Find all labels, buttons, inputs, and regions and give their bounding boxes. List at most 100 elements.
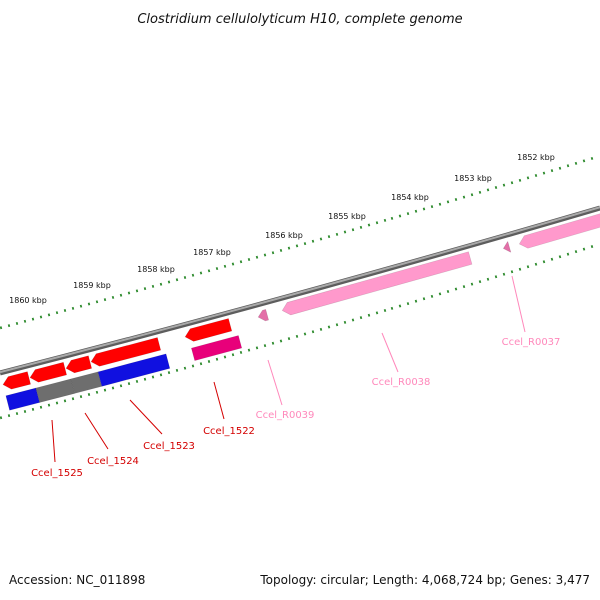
outer-tick (79, 304, 83, 308)
outer-tick (311, 239, 315, 243)
gene-label-ccel-r0037[interactable]: Ccel_R0037 (502, 337, 561, 348)
inner-tick (534, 262, 538, 266)
inner-tick (351, 318, 355, 322)
inner-tick (15, 412, 19, 416)
tick-label: 1852 kbp (517, 153, 555, 162)
inner-tick (191, 364, 195, 368)
outer-tick (47, 313, 51, 317)
inner-tick (31, 407, 35, 411)
outer-tick (103, 298, 107, 302)
rna-arrow-ccel-r0036 (518, 213, 600, 249)
backbone-highlight (0, 206, 600, 374)
outer-tick (55, 311, 59, 315)
outer-tick (343, 230, 347, 234)
outer-tick (486, 188, 490, 192)
gene-label-ccel-1525[interactable]: Ccel_1525 (31, 468, 83, 479)
leader-line-ccel-1524 (84, 412, 109, 450)
outer-tick (414, 209, 418, 213)
outer-tick (406, 212, 410, 216)
outer-tick (303, 242, 307, 246)
outer-tick (279, 248, 283, 252)
gene-label-ccel-r0039[interactable]: Ccel_R0039 (256, 410, 315, 421)
outer-tick (295, 244, 299, 248)
tick-label: 1856 kbp (265, 231, 303, 240)
outer-tick (135, 289, 139, 293)
gene-label-ccel-1523[interactable]: Ccel_1523 (143, 441, 195, 452)
inner-tick (295, 334, 299, 338)
inner-tick (327, 325, 331, 329)
map-title: Clostridium cellulolyticum H10, complete… (137, 12, 462, 27)
inner-tick (486, 277, 490, 281)
inner-tick (263, 344, 267, 348)
outer-tick (438, 202, 442, 206)
cds-arrow-ccel-1524 (65, 355, 93, 374)
inner-tick (223, 355, 227, 359)
inner-tick (127, 382, 131, 386)
inner-tick (135, 379, 139, 383)
tick-label: 1853 kbp (454, 174, 492, 183)
outer-tick (518, 178, 522, 182)
outer-tick (71, 306, 75, 310)
outer-tick (542, 171, 546, 175)
outer-tick (119, 293, 123, 297)
inner-tick (271, 341, 275, 345)
outer-tick (223, 264, 227, 268)
inner-tick (438, 292, 442, 296)
inner-tick (582, 247, 586, 251)
gene-label-ccel-1524[interactable]: Ccel_1524 (87, 456, 139, 467)
inner-tick (470, 282, 474, 286)
inner-tick (55, 401, 59, 405)
inner-tick (247, 348, 251, 352)
outer-tick (159, 282, 163, 286)
inner-tick (398, 304, 402, 308)
outer-tick (0, 326, 3, 330)
outer-tick (422, 207, 426, 211)
cog-block-grey (35, 378, 76, 403)
outer-tick (23, 319, 27, 323)
outer-tick (239, 260, 243, 264)
cds-arrow-ccel-1526 (2, 371, 31, 390)
inner-tick (95, 390, 99, 394)
gene-label-layer: Ccel_1525Ccel_1524Ccel_1523Ccel_1522Ccel… (31, 275, 561, 479)
rna-arrow-ccel-r0038 (281, 251, 473, 316)
outer-tick (183, 276, 187, 280)
outer-tick (383, 218, 387, 222)
tick-label: 1858 kbp (137, 265, 175, 274)
outer-tick (151, 284, 155, 288)
outer-tick (335, 232, 339, 236)
inner-tick (375, 311, 379, 315)
inner-tick (215, 357, 219, 361)
cog-block-blue (5, 387, 40, 411)
outer-tick (247, 258, 251, 262)
inner-tick (23, 409, 27, 413)
inner-tick (566, 252, 570, 256)
outer-tick (359, 225, 363, 229)
cds-arrow-ccel-1525 (29, 361, 68, 383)
inner-tick (231, 353, 235, 357)
inner-tick (71, 397, 75, 401)
outer-tick (558, 166, 562, 170)
outer-tick (199, 271, 203, 275)
inner-tick (87, 392, 91, 396)
outer-tick (470, 193, 474, 197)
outer-tick (478, 190, 482, 194)
rna-arrow-ccel-r0039 (257, 309, 269, 322)
outer-tick (582, 159, 586, 163)
inner-tick (542, 260, 546, 264)
outer-tick (319, 237, 323, 241)
gene-label-ccel-1522[interactable]: Ccel_1522 (203, 426, 255, 437)
inner-tick (79, 395, 83, 399)
inner-tick (103, 388, 107, 392)
accession-text: Accession: NC_011898 (9, 573, 146, 587)
tick-label: 1857 kbp (193, 248, 231, 257)
leader-line-ccel-r0038 (381, 332, 399, 373)
genome-summary-text: Topology: circular; Length: 4,068,724 bp… (260, 573, 590, 587)
tick-label: 1855 kbp (328, 212, 366, 221)
inner-tick (119, 384, 123, 388)
feature-track (2, 213, 600, 411)
outer-tick (534, 173, 538, 177)
inner-tick (359, 316, 363, 320)
gene-label-ccel-r0038[interactable]: Ccel_R0038 (372, 377, 431, 388)
outer-tick (574, 161, 578, 165)
tick-label: 1859 kbp (73, 281, 111, 290)
